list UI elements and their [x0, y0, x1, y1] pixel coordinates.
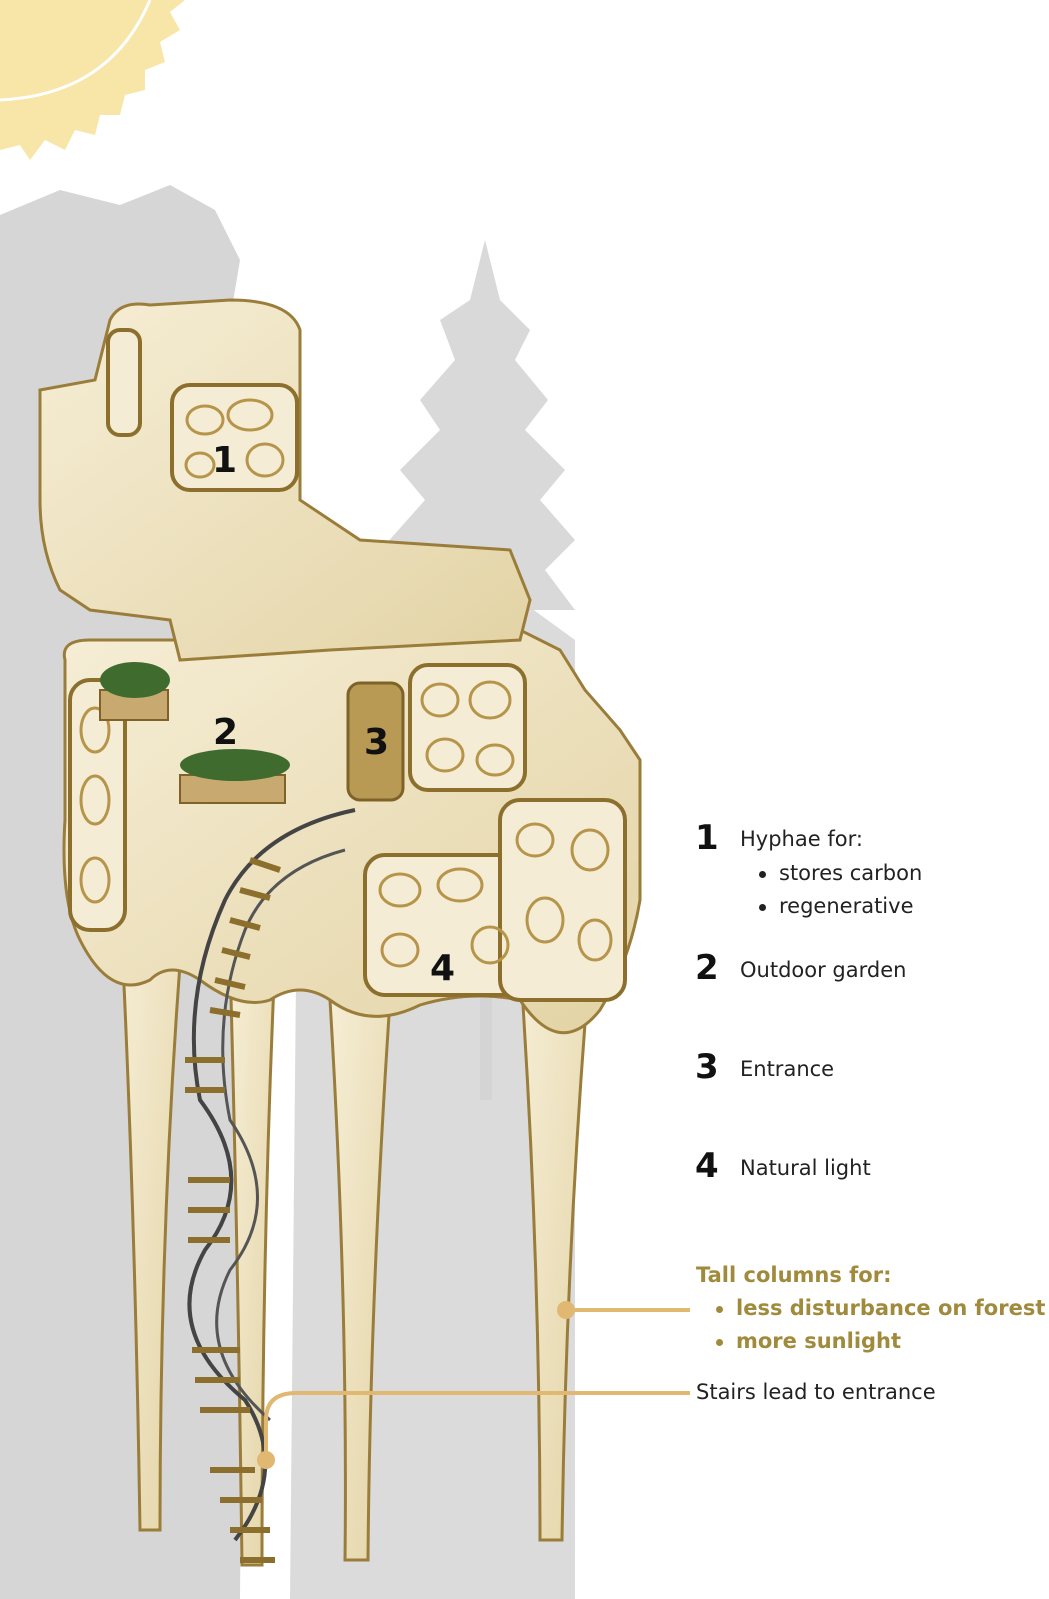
marker-2: 2	[213, 712, 239, 753]
legend-bullets-1: stores carbon regenerative	[755, 857, 922, 923]
legend-label-1: Hyphae for:	[740, 827, 863, 851]
legend-label-4: Natural light	[740, 1156, 871, 1180]
columns-note-title: Tall columns for:	[696, 1263, 892, 1287]
legend-bullet: stores carbon	[755, 857, 922, 890]
entrance-door	[346, 681, 405, 802]
legend-number-3: 3	[695, 1047, 719, 1087]
legend-bullet: regenerative	[755, 890, 922, 923]
stairs-leader-dot	[257, 1451, 275, 1469]
legend-label-3: Entrance	[740, 1057, 835, 1081]
spiral-staircase	[185, 808, 356, 1563]
marker-4: 4	[430, 948, 456, 989]
marker-3: 3	[364, 722, 390, 763]
legend-number-2: 2	[695, 948, 719, 988]
columns-leader-dot	[557, 1301, 575, 1319]
sun-illustration	[0, 0, 185, 160]
leader-lines	[264, 1308, 690, 1460]
columns-note-bullet: more sunlight	[712, 1325, 1045, 1358]
legend-label-2: Outdoor garden	[740, 958, 907, 982]
hyphae-cells	[79, 398, 613, 968]
legend-number-4: 4	[695, 1146, 719, 1186]
columns-note-bullets: less disturbance on forest more sunlight	[712, 1292, 1045, 1358]
legend-number-1: 1	[695, 818, 719, 858]
stairs-note: Stairs lead to entrance	[696, 1380, 936, 1404]
outdoor-garden	[99, 662, 290, 804]
columns-note-bullet: less disturbance on forest	[712, 1292, 1045, 1325]
marker-1: 1	[212, 440, 238, 481]
